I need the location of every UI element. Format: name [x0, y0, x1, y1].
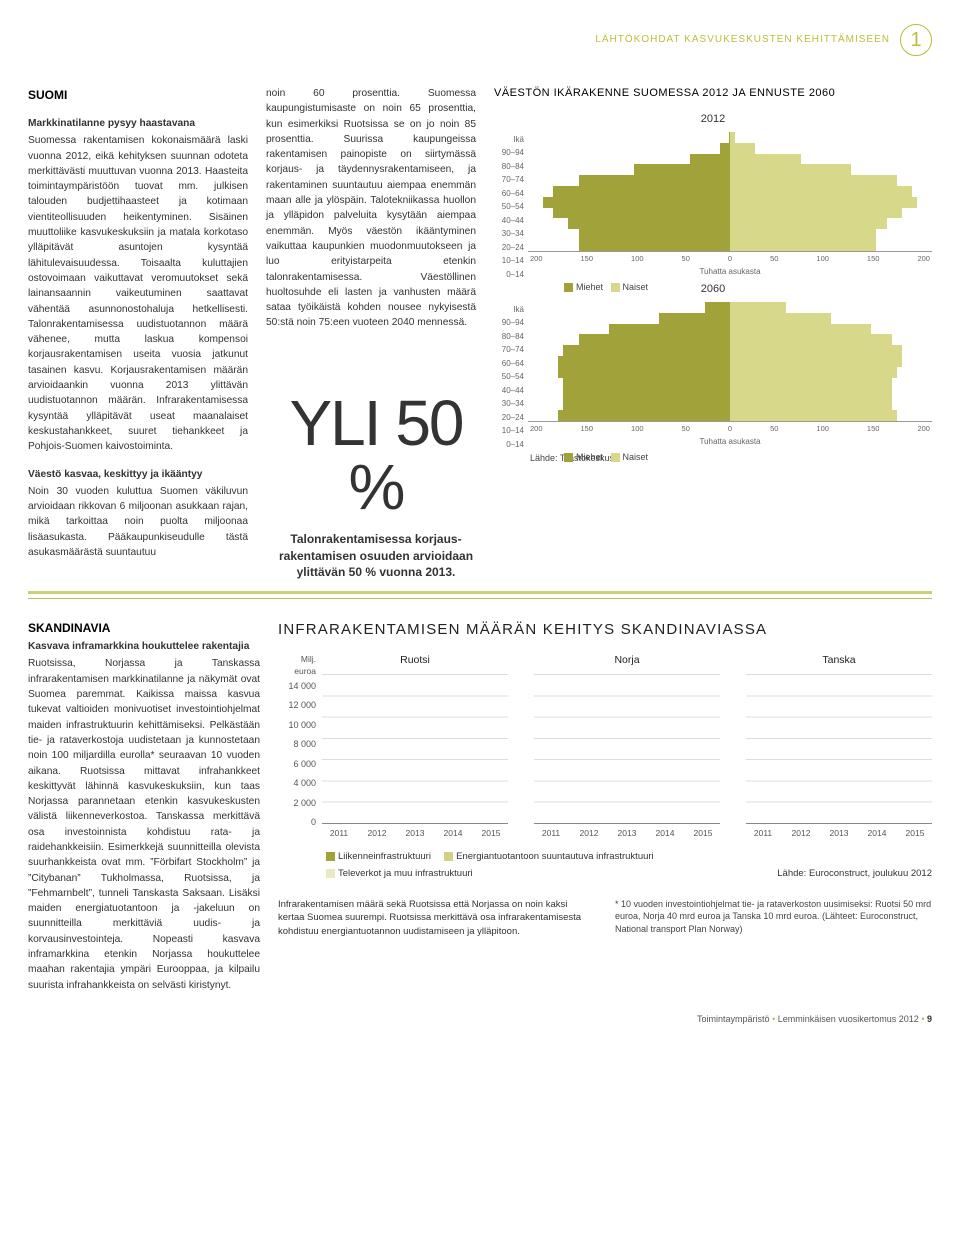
- divider-thin: [28, 598, 932, 599]
- footer-left: Toimintaympäristö: [697, 1014, 770, 1024]
- skand-text: SKANDINAVIA Kasvava inframarkkina houkut…: [28, 619, 260, 993]
- barchart-panel: INFRARAKENTAMISEN MÄÄRÄN KEHITYS SKANDIN…: [278, 619, 932, 993]
- page-footer: Toimintaympäristö • Lemminkäisen vuosike…: [28, 1013, 932, 1026]
- legend-swatch-energy: [444, 852, 453, 861]
- divider-thick: [28, 591, 932, 594]
- legend-swatch-tele: [326, 869, 335, 878]
- section-number-badge: 1: [900, 24, 932, 56]
- skand-note: Infrarakentamisen määrä sekä Ruotsissa e…: [278, 898, 595, 939]
- suomi-heading: SUOMI: [28, 86, 248, 104]
- suomi-col-1: SUOMI Markkinatilanne pysyy haastavana S…: [28, 86, 248, 581]
- suomi-p3: noin 60 prosenttia. Suomessa kaupungistu…: [266, 86, 476, 331]
- big-stat-value: YLI 50 %: [266, 391, 486, 519]
- legend-label-tele: Televerkot ja muu infrastruktuuri: [338, 868, 473, 879]
- suomi-sub1: Markkinatilanne pysyy haastavana: [28, 116, 248, 131]
- suomi-col-2: noin 60 prosenttia. Suomessa kaupungistu…: [266, 86, 476, 581]
- footer-page-no: 9: [927, 1014, 932, 1024]
- legend-label-energy: Energiantuotantoon suuntautuva infrastru…: [456, 851, 654, 862]
- legend-swatch-traffic: [326, 852, 335, 861]
- skand-heading: SKANDINAVIA: [28, 619, 260, 637]
- barchart-y-header: Milj. euroa: [278, 653, 322, 678]
- pyramid-2060: 2060Ikä90–9480–8470–7460–6450–5440–4430–…: [494, 282, 932, 442]
- pyramid-2012: 2012Ikä90–9480–8470–7460–6450–5440–4430–…: [494, 112, 932, 272]
- suomi-sub2: Väestö kasvaa, keskittyy ja ikääntyy: [28, 467, 248, 482]
- skand-sub: Kasvava inframarkkina houkuttelee rakent…: [28, 639, 260, 654]
- big-stat-caption: Talonrakentamisessa korjaus­rakentamisen…: [266, 531, 486, 581]
- skand-para: Ruotsissa, Norjassa ja Tanskassa infrara…: [28, 656, 260, 993]
- suomi-p2: Noin 30 vuoden kuluttua Suomen väkiluvun…: [28, 484, 248, 560]
- skand-footnote: * 10 vuoden investointiohjelmat tie- ja …: [615, 898, 932, 939]
- barchart-groups: Ruotsi20112012201320142015Norja201120122…: [322, 653, 932, 840]
- barchart-yaxis: 14 00012 00010 0008 0006 0004 0002 0000: [278, 680, 322, 830]
- barchart-legend: Liikenneinfrastruktuuri Energiantuotanto…: [326, 849, 932, 881]
- barchart-source: Lähde: Euroconstruct, joulukuu 2012: [777, 866, 932, 882]
- pyramid-panel: VÄESTÖN IKÄRAKENNE SUOMESSA 2012 JA ENNU…: [494, 86, 932, 581]
- section-label: LÄHTÖKOHDAT KASVUKESKUSTEN KEHITTÄMISEEN: [595, 33, 890, 48]
- suomi-p1: Suomessa rakentamisen kokonaismäärä lask…: [28, 133, 248, 454]
- barchart-title: INFRARAKENTAMISEN MÄÄRÄN KEHITYS SKANDIN…: [278, 619, 932, 641]
- pyramid-title: VÄESTÖN IKÄRAKENNE SUOMESSA 2012 JA ENNU…: [494, 86, 932, 102]
- legend-label-traffic: Liikenneinfrastruktuuri: [338, 851, 431, 862]
- footer-right: Lemminkäisen vuosikertomus 2012: [778, 1014, 919, 1024]
